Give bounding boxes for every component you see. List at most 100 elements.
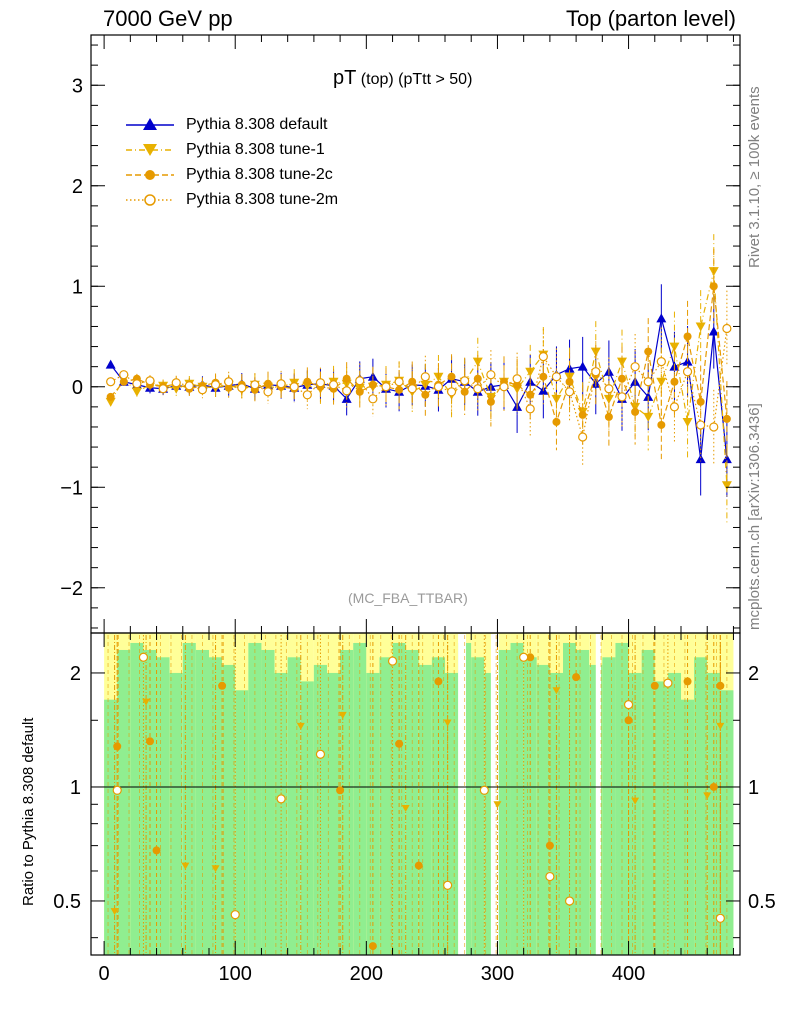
band-inner-bin (182, 642, 196, 955)
ratio-point-tune-2m (479, 785, 489, 795)
data-point-tune-2c (539, 372, 548, 381)
data-point-tune-2c (421, 390, 430, 399)
band-inner-bin (287, 657, 301, 955)
ratio-point-tune-2m (623, 699, 634, 710)
ratio-point-tune-1 (552, 687, 561, 695)
data-point-default (656, 313, 667, 323)
ratio-point-tune-2m (230, 910, 240, 920)
x-tick-label: 400 (612, 963, 645, 985)
data-point-tune-2m (394, 377, 404, 387)
band-gap (595, 634, 602, 955)
data-point-tune-2c (670, 377, 679, 386)
data-point-tune-2m (538, 352, 548, 362)
data-point-tune-2c (447, 372, 456, 381)
data-point-tune-2c (604, 412, 613, 421)
legend-label-default: Pythia 8.308 default (186, 115, 328, 133)
band-gap (490, 634, 499, 955)
legend-item-tune-1: Pythia 8.308 tune-1 (124, 137, 338, 162)
data-point-tune-2m (630, 362, 640, 372)
chart-title-main: pT (333, 67, 357, 89)
data-point-tune-2m (512, 374, 522, 384)
legend-marker-circle-open-icon (126, 193, 174, 206)
ratio-point-tune-2m (315, 749, 326, 759)
band-inner-bin (602, 657, 616, 955)
data-point-tune-2m (696, 420, 706, 430)
band-inner-bin (641, 649, 655, 955)
chart-title-sub: (top) (pTtt > 50) (360, 71, 473, 88)
data-point-tune-2m (315, 378, 326, 388)
ratio-plot-frame (90, 632, 741, 956)
legend: Pythia 8.308 default Pythia 8.308 tune-1… (124, 112, 338, 212)
data-point-tune-2m (669, 402, 680, 412)
ratio-point-tune-2m (112, 785, 122, 795)
ratio-point-tune-2m (519, 652, 529, 662)
ratio-y-tick-label-right: 2 (748, 663, 759, 685)
legend-label-tune-2c: Pythia 8.308 tune-2c (186, 165, 333, 183)
band-inner-bin (405, 649, 419, 955)
band-inner-bin (445, 672, 459, 955)
band-inner-bin (104, 699, 118, 955)
data-point-tune-2m (499, 382, 509, 392)
x-tick-label: 200 (350, 963, 383, 985)
data-point-tune-2m (564, 387, 575, 397)
ratio-y-tick-label: 0.5 (53, 891, 81, 913)
ratio-point-tune-1 (716, 722, 725, 730)
ratio-point-tune-2c (218, 681, 227, 690)
ratio-point-tune-2c (572, 673, 581, 682)
data-point-tune-2m (237, 383, 247, 393)
band-inner-bin (156, 657, 170, 955)
ratio-y-tick-label-right: 1 (748, 777, 759, 799)
ratio-point-tune-2m (715, 913, 725, 923)
ratio-point-tune-1 (401, 804, 410, 812)
y-tick-label: 2 (72, 176, 83, 198)
data-point-tune-2m (682, 367, 693, 377)
data-point-tune-2m (171, 378, 181, 388)
data-point-tune-2c (631, 407, 640, 416)
data-point-tune-1 (695, 322, 706, 332)
legend-marker-triangle-up-icon (126, 117, 174, 130)
ratio-point-tune-1 (181, 862, 190, 870)
band-inner-bin (549, 672, 563, 955)
data-point-default (708, 326, 719, 336)
data-point-tune-2c (644, 347, 653, 356)
ratio-point-tune-2c (709, 782, 718, 791)
band-inner-bin (313, 664, 327, 955)
ratio-point-tune-2c (434, 677, 443, 686)
data-point-tune-2m (158, 384, 168, 394)
ratio-point-tune-2m (663, 678, 673, 688)
data-point-tune-2m (486, 370, 496, 380)
ratio-point-tune-1 (493, 801, 502, 809)
ratio-point-tune-2c (716, 681, 725, 690)
ratio-point-tune-1 (110, 908, 119, 916)
analysis-subtitle: (MC_FBA_TTBAR) (348, 590, 468, 606)
data-point-default (695, 454, 706, 464)
band-inner-bin (536, 664, 550, 955)
band-inner-bin (261, 649, 275, 955)
data-point-tune-1 (564, 372, 575, 382)
ratio-point-tune-1 (631, 797, 640, 805)
data-point-tune-1 (105, 397, 116, 407)
band-inner-bin (654, 681, 668, 955)
data-point-tune-2m (722, 323, 732, 334)
band-inner-bin (340, 649, 354, 955)
data-point-tune-2c (395, 385, 404, 394)
data-point-tune-2c (578, 410, 587, 419)
ratio-point-tune-2m (443, 880, 453, 890)
ratio-point-tune-2c (526, 653, 535, 662)
data-point-tune-2m (433, 382, 444, 392)
data-point-tune-2c (106, 392, 115, 401)
data-point-tune-1 (656, 377, 667, 387)
data-point-tune-2m (184, 381, 194, 391)
ratio-point-tune-2c (395, 739, 404, 748)
data-point-tune-2c (709, 282, 718, 291)
data-point-tune-2m (132, 379, 142, 389)
band-inner-bin (117, 649, 131, 955)
data-point-tune-2m (643, 377, 653, 387)
data-point-tune-2c (618, 374, 626, 383)
data-point-tune-2m (210, 380, 221, 390)
band-inner-bin (195, 649, 209, 955)
data-point-tune-1 (617, 357, 627, 367)
data-point-tune-2c (722, 414, 731, 423)
ratio-y-tick-label: 2 (70, 663, 81, 685)
